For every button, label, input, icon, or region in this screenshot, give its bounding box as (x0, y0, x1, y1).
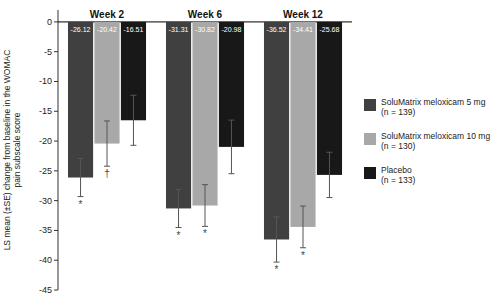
y-tick-label: -15 (39, 106, 52, 116)
error-bar-cap (176, 227, 182, 228)
data-label: -20.42 (97, 26, 117, 33)
error-bar-cap (78, 158, 84, 159)
y-tick (54, 21, 58, 22)
annotation: † (104, 168, 110, 179)
data-label: -31.31 (169, 26, 189, 33)
error-bar (130, 95, 136, 145)
error-bar-cap (130, 95, 136, 96)
y-axis: 0 -5 -10 -15 -20 -25 -30 -35 -40 -45 (39, 10, 58, 295)
error-bar-cap (202, 184, 208, 185)
y-tick-label: -30 (39, 196, 52, 206)
error-bar-cap (176, 189, 182, 190)
error-bar-line (231, 120, 232, 174)
annotation: * (177, 230, 181, 241)
error-bar-cap (130, 145, 136, 146)
legend-label-line: (n = 139) (381, 107, 415, 117)
bar (290, 22, 315, 227)
error-bar-cap (202, 226, 208, 227)
y-tick-label: -45 (39, 285, 52, 295)
y-tick-label: 0 (47, 17, 52, 27)
y-tick-label: -40 (39, 255, 52, 265)
data-label: -25.68 (320, 26, 340, 33)
y-tick (54, 230, 58, 231)
y-tick-label: -10 (39, 76, 52, 86)
error-bar-line (205, 185, 206, 227)
error-bar-line (107, 121, 108, 166)
error-bar (104, 121, 110, 166)
error-bar-line (133, 95, 134, 145)
y-tick (54, 81, 58, 82)
legend-swatch (364, 167, 376, 179)
error-bar-line (276, 217, 277, 262)
y-tick-label: -20 (39, 136, 52, 146)
y-tick-label: -25 (39, 166, 52, 176)
error-bar-line (329, 152, 330, 197)
y-tick-label: -35 (39, 225, 52, 235)
error-bar-cap (228, 120, 234, 121)
chart: 0 -5 -10 -15 -20 -25 -30 -35 -40 -45 LS mean (±SE)… (0, 0, 500, 303)
legend-label-line: SoluMatrix meloxicam 5 mg (381, 97, 486, 107)
error-bar-cap (326, 197, 332, 198)
y-axis-label: LS mean (±SE) change from baseline in th… (2, 50, 22, 251)
data-label: -20.98 (222, 26, 242, 33)
legend-label-line: SoluMatrix meloxicam 10 mg (381, 131, 490, 141)
error-bar-cap (78, 196, 84, 197)
data-label: -34.41 (293, 26, 313, 33)
legend: SoluMatrix meloxicam 5 mg(n = 139)SoluMa… (364, 97, 490, 185)
bars (68, 22, 342, 262)
y-tick-label: -5 (44, 47, 52, 57)
error-bar-cap (228, 173, 234, 174)
error-bar-cap (104, 166, 110, 167)
error-bar-cap (326, 152, 332, 153)
y-tick (54, 290, 58, 291)
y-tick (54, 260, 58, 261)
error-bar (78, 158, 84, 196)
legend-label: Placebo(n = 133) (381, 165, 415, 185)
legend-label-line: (n = 133) (381, 175, 415, 185)
annotation: * (79, 199, 83, 210)
error-bar-line (303, 206, 304, 248)
y-tick (54, 141, 58, 142)
bar (192, 22, 217, 206)
legend-swatch (364, 99, 376, 111)
data-label: -36.52 (267, 26, 287, 33)
bar (317, 22, 342, 175)
error-bar-cap (300, 206, 306, 207)
y-tick (54, 111, 58, 112)
legend-label-line: Placebo (381, 165, 412, 175)
legend-label: SoluMatrix meloxicam 5 mg(n = 139) (381, 97, 486, 117)
data-label: -16.51 (124, 26, 144, 33)
bar (68, 22, 93, 178)
error-bar (326, 152, 332, 197)
category-label: Week 2 (90, 9, 125, 20)
annotation: * (275, 264, 279, 275)
y-axis-label-line: pain subscale score (12, 112, 22, 187)
y-tick (54, 170, 58, 171)
annotation: * (203, 228, 207, 239)
data-label: -30.82 (195, 26, 215, 33)
error-bar (274, 217, 280, 262)
error-bar-cap (300, 247, 306, 248)
y-tick (54, 200, 58, 201)
error-bar (300, 206, 306, 248)
error-bar-line (80, 158, 81, 196)
y-tick (54, 51, 58, 52)
error-bar (176, 189, 182, 227)
error-bar-cap (274, 262, 280, 263)
y-axis-label-line: LS mean (±SE) change from baseline in th… (2, 50, 12, 251)
data-label: -26.12 (71, 26, 91, 33)
category-label: Week 12 (283, 9, 323, 20)
error-bar (228, 120, 234, 174)
error-bar-cap (274, 216, 280, 217)
legend-label-line: (n = 130) (381, 141, 415, 151)
annotation: * (301, 250, 305, 261)
error-bar-cap (104, 120, 110, 121)
error-bar (202, 185, 208, 227)
category-label: Week 6 (188, 9, 223, 20)
bar (264, 22, 289, 240)
legend-swatch (364, 133, 376, 145)
error-bar-line (178, 189, 179, 227)
legend-label: SoluMatrix meloxicam 10 mg(n = 130) (381, 131, 490, 151)
bar (166, 22, 191, 209)
